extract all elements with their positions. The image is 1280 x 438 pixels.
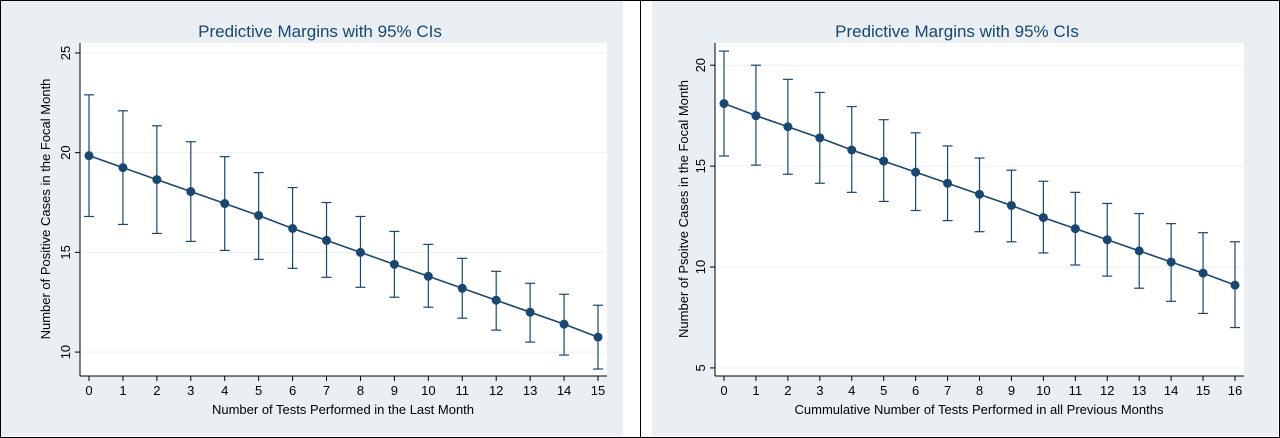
x-tick-label: 5 <box>255 383 262 398</box>
x-tick-label: 8 <box>976 383 983 398</box>
chart-title: Predictive Margins with 95% CIs <box>198 22 442 41</box>
chart-panel-right: Predictive Margins with 95% CIs Cummulat… <box>652 1 1278 436</box>
x-tick-label: 16 <box>1228 383 1242 398</box>
data-point <box>186 187 196 197</box>
x-tick-label: 6 <box>912 383 919 398</box>
x-tick-label: 15 <box>1196 383 1210 398</box>
data-point <box>559 319 569 329</box>
y-tick-label: 20 <box>693 58 708 72</box>
x-tick-label: 3 <box>816 383 823 398</box>
data-point <box>288 223 298 233</box>
data-point <box>118 163 128 173</box>
y-tick-label: 10 <box>693 260 708 274</box>
x-tick-label: 4 <box>848 383 855 398</box>
data-point <box>322 235 332 245</box>
x-tick-label: 10 <box>421 383 435 398</box>
data-point <box>879 156 889 166</box>
chart-left-svg: Predictive Margins with 95% CIs Number o… <box>38 22 607 417</box>
x-tick-label: 11 <box>1069 383 1083 398</box>
x-axis-label: Cummulative Number of Tests Performed in… <box>795 402 1164 417</box>
data-point <box>84 151 94 161</box>
x-tick-label: 6 <box>289 383 296 398</box>
x-tick-label: 12 <box>1100 383 1114 398</box>
x-tick-label: 8 <box>357 383 364 398</box>
data-point <box>783 122 793 132</box>
x-tick-label: 5 <box>880 383 887 398</box>
x-tick-label: 13 <box>1132 383 1146 398</box>
x-tick-label: 2 <box>784 383 791 398</box>
x-axis-label: Number of Tests Performed in the Last Mo… <box>212 402 474 417</box>
data-point <box>593 332 603 342</box>
plot-area <box>80 43 607 376</box>
data-point <box>152 175 162 185</box>
data-point <box>389 259 399 269</box>
data-point <box>220 199 230 209</box>
data-point <box>751 111 761 121</box>
data-point <box>943 178 953 188</box>
x-tick-label: 13 <box>523 383 537 398</box>
data-point <box>457 283 467 293</box>
data-point <box>847 145 857 155</box>
data-point <box>911 167 921 177</box>
chart-title: Predictive Margins with 95% CIs <box>835 22 1079 41</box>
data-point <box>254 210 264 220</box>
x-tick-label: 1 <box>752 383 759 398</box>
y-axis-label: Number of Psoitve Cases in the Focal Mon… <box>676 80 691 338</box>
y-tick-label: 15 <box>693 159 708 173</box>
x-tick-label: 14 <box>557 383 571 398</box>
data-point <box>1198 268 1208 278</box>
x-tick-label: 2 <box>153 383 160 398</box>
x-tick-label: 0 <box>720 383 727 398</box>
y-tick-label: 15 <box>58 245 73 259</box>
x-tick-label: 4 <box>221 383 228 398</box>
y-axis-label: Number of Positive Cases in the Focal Mo… <box>38 79 53 340</box>
y-tick-label: 25 <box>58 46 73 60</box>
x-tick-label: 0 <box>85 383 92 398</box>
data-point <box>1038 213 1048 223</box>
x-tick-label: 1 <box>119 383 126 398</box>
data-point <box>525 307 535 317</box>
x-tick-label: 14 <box>1164 383 1178 398</box>
x-tick-label: 9 <box>391 383 398 398</box>
data-point <box>1134 246 1144 256</box>
y-tick-label: 20 <box>58 145 73 159</box>
x-tick-label: 10 <box>1036 383 1050 398</box>
data-point <box>491 295 501 305</box>
data-point <box>1230 280 1240 290</box>
data-point <box>1102 235 1112 245</box>
x-tick-label: 11 <box>456 383 470 398</box>
series-line <box>88 154 599 338</box>
x-tick-label: 7 <box>323 383 330 398</box>
chart-panel-left: Predictive Margins with 95% CIs Number o… <box>1 1 623 436</box>
data-point <box>355 247 365 257</box>
x-tick-label: 3 <box>187 383 194 398</box>
data-point <box>1006 200 1016 210</box>
x-tick-label: 7 <box>944 383 951 398</box>
chart-right-svg: Predictive Margins with 95% CIs Cummulat… <box>676 22 1244 417</box>
data-point <box>1166 257 1176 267</box>
data-point <box>719 99 729 109</box>
data-point <box>423 271 433 281</box>
y-tick-label: 5 <box>693 364 708 371</box>
panel-divider <box>640 0 641 438</box>
y-tick-label: 10 <box>58 345 73 359</box>
data-point <box>975 189 984 199</box>
x-tick-label: 15 <box>591 383 605 398</box>
data-point <box>815 133 825 143</box>
data-point <box>1070 224 1080 234</box>
x-tick-label: 12 <box>489 383 503 398</box>
x-tick-label: 9 <box>1008 383 1015 398</box>
